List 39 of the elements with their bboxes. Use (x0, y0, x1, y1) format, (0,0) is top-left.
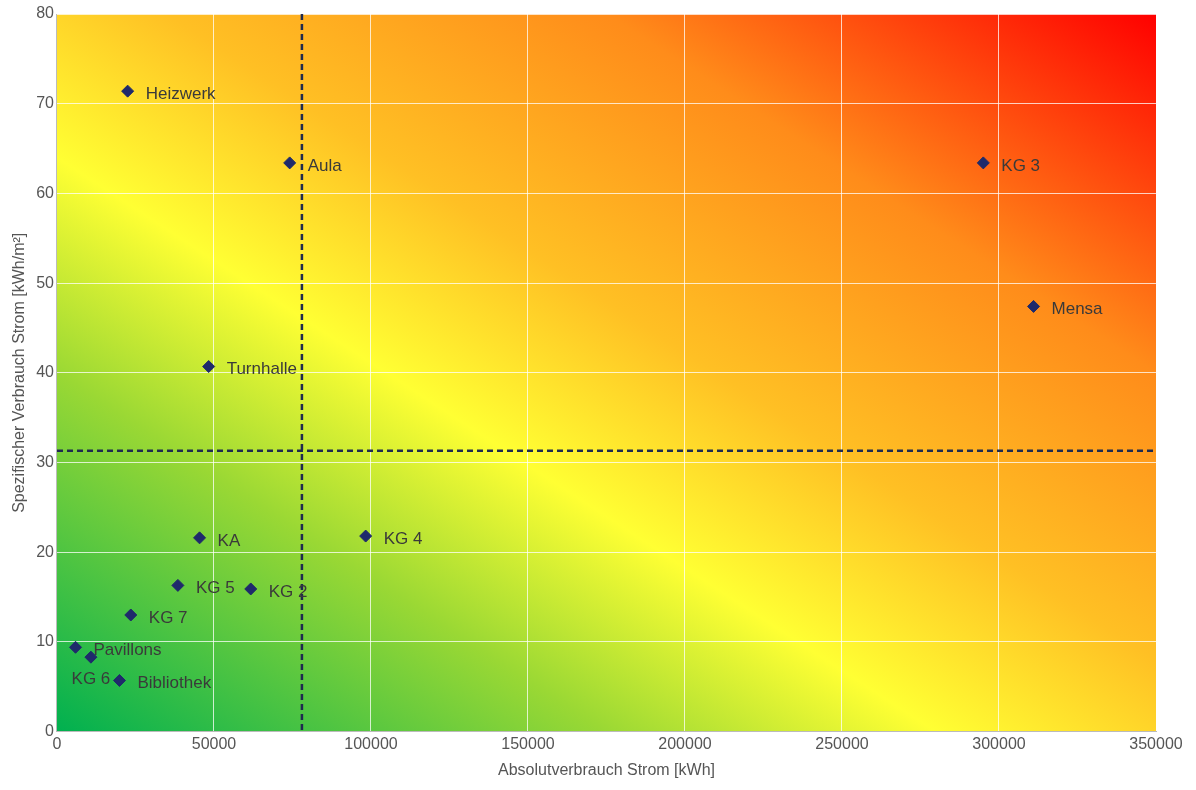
annotation: KG 6 (71, 668, 111, 688)
x-axis-title: Absolutverbrauch Strom [kWh] (498, 760, 715, 778)
point (359, 529, 373, 543)
point (283, 156, 297, 170)
point (976, 156, 990, 170)
x-tick-label: 350000 (1129, 734, 1183, 752)
point (112, 673, 126, 687)
x-tick-label: 100000 (344, 734, 398, 752)
annotation: Pavillons (93, 639, 162, 659)
annotation: Bibliothek (137, 673, 212, 693)
point (121, 84, 135, 98)
point (202, 360, 216, 374)
y-tick-label: 30 (36, 452, 55, 470)
y-axis-title: Spezifischer Verbrauch Strom [kWh/m²] (10, 232, 28, 513)
y-tick-label: 80 (36, 4, 55, 22)
y-tick-label: 60 (36, 183, 55, 201)
annotation: KG 3 (1001, 155, 1041, 175)
point (124, 608, 138, 622)
y-tick-label: 40 (36, 363, 55, 381)
x-tick-label: 300000 (972, 734, 1026, 752)
annotation: KG 7 (148, 607, 188, 627)
y-tick-label: 20 (36, 542, 55, 560)
annotation: Aula (307, 155, 343, 175)
x-tick-label: 50000 (191, 734, 237, 752)
y-tick-label: 10 (36, 632, 55, 650)
x-tick-label: 250000 (815, 734, 869, 752)
y-tick-label: 70 (36, 94, 55, 112)
annotation: KA (217, 530, 241, 550)
point (1027, 299, 1041, 313)
point (69, 640, 83, 654)
point (171, 578, 185, 592)
x-tick-label: 150000 (501, 734, 555, 752)
annotation: Mensa (1051, 299, 1104, 319)
annotation: KG 2 (268, 581, 308, 601)
point (244, 582, 258, 596)
point (193, 531, 207, 545)
x-tick-label: 200000 (658, 734, 712, 752)
annotation: KG 4 (383, 528, 423, 548)
y-tick-label: 50 (36, 273, 55, 291)
